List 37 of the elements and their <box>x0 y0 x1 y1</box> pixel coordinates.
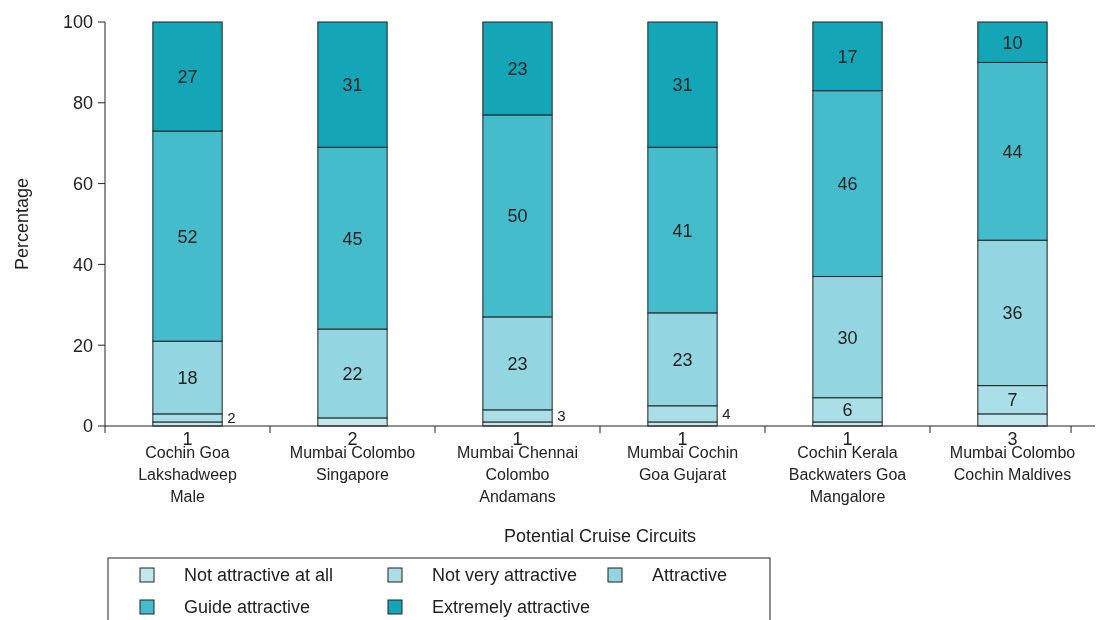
data-label: 52 <box>177 226 198 247</box>
data-label: 22 <box>342 363 363 384</box>
data-label: 10 <box>1002 32 1023 53</box>
y-tick-label: 0 <box>82 416 93 437</box>
legend-label: Not attractive at all <box>184 565 334 586</box>
data-label: 4 <box>722 405 731 423</box>
data-label: 30 <box>837 327 858 348</box>
legend-label: Guide attractive <box>184 597 311 618</box>
data-label: 17 <box>837 46 858 67</box>
y-tick-label: 60 <box>72 174 93 195</box>
data-label: 23 <box>672 349 693 370</box>
data-label: 41 <box>672 220 693 241</box>
legend-label: Attractive <box>652 565 728 586</box>
legend-label: Not very attractive <box>432 565 578 586</box>
data-label: 27 <box>177 67 198 88</box>
data-label: 46 <box>837 174 858 195</box>
data-label: 36 <box>1002 303 1023 324</box>
y-tick-label: 80 <box>72 93 93 114</box>
y-tick-label: 20 <box>72 335 93 356</box>
data-label: 6 <box>842 400 853 421</box>
data-label: 3 <box>557 407 566 425</box>
data-label: 31 <box>672 75 693 96</box>
data-label: 50 <box>507 206 528 227</box>
data-label: 45 <box>342 228 363 249</box>
x-axis-title: Potential Cruise Circuits <box>503 526 697 546</box>
y-tick-label: 100 <box>62 12 93 33</box>
data-label: 2 <box>227 409 236 427</box>
y-axis-title: Percentage <box>12 177 32 271</box>
data-label: 7 <box>1007 390 1018 411</box>
data-label: 23 <box>507 58 528 79</box>
data-label: 44 <box>1002 141 1023 162</box>
data-label: 18 <box>177 368 198 388</box>
x-tick-label: Mumbai Chennai Colombo Andamans <box>457 444 578 505</box>
legend-label: Extremely attractive <box>432 597 591 618</box>
data-label: 31 <box>342 75 363 96</box>
data-label: 23 <box>507 353 528 374</box>
y-tick-label: 40 <box>72 254 93 275</box>
